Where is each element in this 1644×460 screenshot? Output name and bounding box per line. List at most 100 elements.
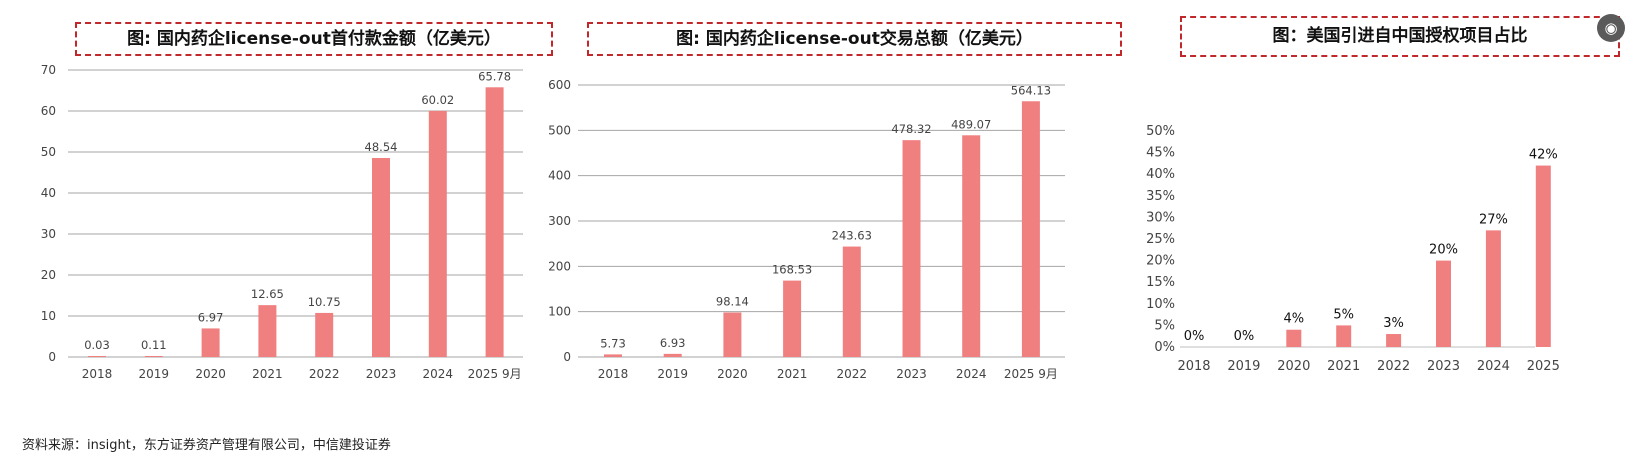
bar [1336, 325, 1352, 347]
y-tick-label: 40 [41, 186, 56, 200]
y-tick-label: 70 [41, 63, 56, 77]
data-label: 0.11 [141, 338, 167, 352]
y-tick-label: 400 [548, 169, 571, 183]
y-tick-label: 30 [41, 227, 56, 241]
x-tick-label: 2024 [1477, 359, 1510, 374]
camera-icon[interactable]: ◉ [1597, 14, 1625, 42]
y-tick-label: 0 [48, 350, 56, 364]
bar [372, 157, 390, 357]
x-tick-label: 2018 [598, 367, 629, 381]
data-label: 0% [1234, 329, 1255, 344]
y-tick-label: 100 [548, 305, 571, 319]
data-label: 4% [1283, 312, 1304, 327]
x-tick-label: 2021 [777, 367, 808, 381]
data-label: 5.73 [600, 336, 626, 350]
y-tick-label: 500 [548, 123, 571, 137]
x-tick-label: 2019 [657, 367, 688, 381]
x-tick-label: 2020 [717, 367, 748, 381]
bar [144, 356, 163, 357]
bar [604, 354, 622, 357]
data-label: 564.13 [1011, 83, 1051, 97]
x-tick-label: 2019 [139, 367, 170, 381]
x-tick-label: 2022 [1377, 359, 1410, 374]
bar [842, 246, 861, 357]
y-tick-label: 50 [41, 145, 56, 159]
y-tick-label: 35% [1146, 189, 1175, 204]
data-label: 0% [1184, 329, 1205, 344]
data-label: 0.03 [84, 338, 110, 352]
total-deal-value-chart: 0 100 200 300 400 500 600 5.73 2018 6.93 2019 98.14… [548, 78, 1065, 381]
bar [723, 312, 742, 357]
y-tick-label: 20 [41, 268, 56, 282]
bar [258, 305, 277, 357]
data-label: 6.93 [660, 336, 686, 350]
data-label: 42% [1529, 148, 1558, 163]
data-label: 168.53 [772, 263, 812, 277]
y-tick-label: 0% [1154, 340, 1175, 355]
y-tick-label: 10 [41, 309, 56, 323]
x-tick-label: 2018 [82, 367, 113, 381]
data-label: 3% [1383, 316, 1404, 331]
bar [315, 312, 334, 357]
data-label: 243.63 [832, 229, 872, 243]
x-tick-label: 2024 [956, 367, 987, 381]
bar [783, 280, 802, 357]
y-tick-label: 0 [563, 350, 571, 364]
data-label: 60.02 [421, 93, 454, 107]
x-tick-label: 2023 [896, 367, 927, 381]
y-tick-label: 600 [548, 78, 571, 92]
y-tick-label: 5% [1154, 318, 1175, 333]
data-label: 98.14 [716, 295, 749, 309]
y-tick-label: 15% [1146, 275, 1175, 290]
x-tick-label: 2019 [1227, 359, 1260, 374]
bar [1021, 101, 1040, 357]
y-tick-label: 60 [41, 104, 56, 118]
x-tick-label: 2023 [366, 367, 397, 381]
x-tick-label: 2025 [1527, 359, 1560, 374]
y-tick-label: 40% [1146, 167, 1175, 182]
data-label: 48.54 [365, 140, 398, 154]
chart-1-title: 图: 国内药企license-out首付款金额（亿美元） [75, 22, 553, 56]
data-label: 5% [1333, 307, 1354, 322]
us-inlicensing-share-chart: 0%5%10%15%20%25%30%35%40%45%50%0%20180%2… [1146, 124, 1560, 374]
upfront-payment-chart: 0 10 20 30 40 50 60 70 0.03 2018 0.11 2019 6.97 2020 1… [41, 63, 523, 381]
data-label: 478.32 [891, 122, 931, 136]
bar [1535, 165, 1551, 347]
bar [663, 353, 682, 357]
x-tick-label: 2025 9月 [468, 367, 522, 381]
y-tick-label: 50% [1146, 124, 1175, 139]
bar [962, 135, 981, 357]
x-tick-label: 2020 [1277, 359, 1310, 374]
y-tick-label: 25% [1146, 232, 1175, 247]
y-tick-label: 20% [1146, 254, 1175, 269]
x-tick-label: 2020 [195, 367, 226, 381]
x-tick-label: 2021 [1327, 359, 1360, 374]
bar [88, 356, 106, 357]
bar [201, 328, 220, 357]
x-tick-label: 2021 [252, 367, 283, 381]
x-tick-label: 2025 9月 [1004, 367, 1058, 381]
bar [428, 110, 447, 357]
chart-2-title: 图: 国内药企license-out交易总额（亿美元） [587, 22, 1122, 56]
data-label: 27% [1479, 212, 1508, 227]
data-label: 10.75 [308, 295, 341, 309]
source-note: 资料来源：insight，东方证券资产管理有限公司，中信建投证券 [22, 438, 391, 453]
y-tick-label: 10% [1146, 297, 1175, 312]
bar [1485, 230, 1501, 347]
bar [485, 87, 504, 357]
bar [1286, 329, 1302, 347]
data-label: 489.07 [951, 117, 991, 131]
y-tick-label: 30% [1146, 210, 1175, 225]
data-label: 6.97 [198, 310, 224, 324]
y-tick-label: 45% [1146, 146, 1175, 161]
bar [902, 140, 921, 357]
x-tick-label: 2018 [1177, 359, 1210, 374]
x-tick-label: 2024 [423, 367, 454, 381]
y-tick-label: 200 [548, 259, 571, 273]
data-label: 20% [1429, 243, 1458, 258]
bar [1436, 260, 1451, 347]
x-tick-label: 2023 [1427, 359, 1460, 374]
y-tick-label: 300 [548, 214, 571, 228]
x-tick-label: 2022 [837, 367, 868, 381]
bar [1386, 334, 1402, 347]
